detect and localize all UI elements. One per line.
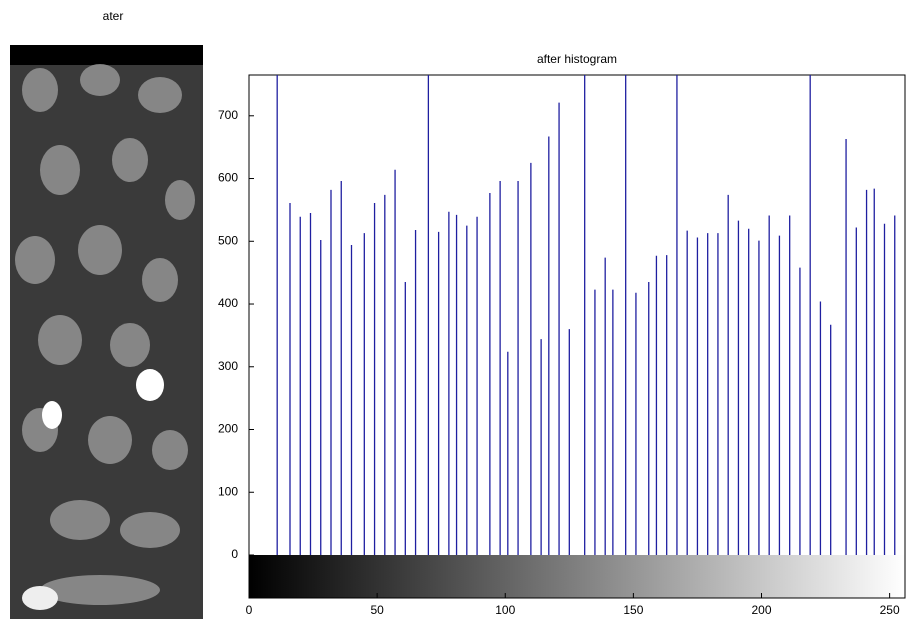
y-tick-label: 200 bbox=[218, 422, 238, 436]
y-tick-label: 300 bbox=[218, 359, 238, 373]
y-tick-label: 500 bbox=[218, 233, 238, 247]
y-tick-label: 0 bbox=[231, 547, 238, 561]
y-tick-label: 100 bbox=[218, 484, 238, 498]
colorbar bbox=[249, 555, 905, 598]
y-tick-label: 400 bbox=[218, 296, 238, 310]
chart-title: after histogram bbox=[537, 52, 617, 66]
plot-area bbox=[276, 75, 896, 555]
y-tick-label: 700 bbox=[218, 108, 238, 122]
x-tick-label: 50 bbox=[370, 603, 384, 617]
image-title: ater bbox=[103, 9, 124, 23]
y-tick-label: 600 bbox=[218, 171, 238, 185]
x-tick-label: 200 bbox=[751, 603, 771, 617]
x-tick-label: 250 bbox=[880, 603, 900, 617]
x-tick-label: 0 bbox=[246, 603, 253, 617]
image bbox=[10, 45, 203, 619]
axes-frame bbox=[248, 74, 906, 599]
x-tick-label: 150 bbox=[623, 603, 643, 617]
x-tick-label: 100 bbox=[495, 603, 515, 617]
